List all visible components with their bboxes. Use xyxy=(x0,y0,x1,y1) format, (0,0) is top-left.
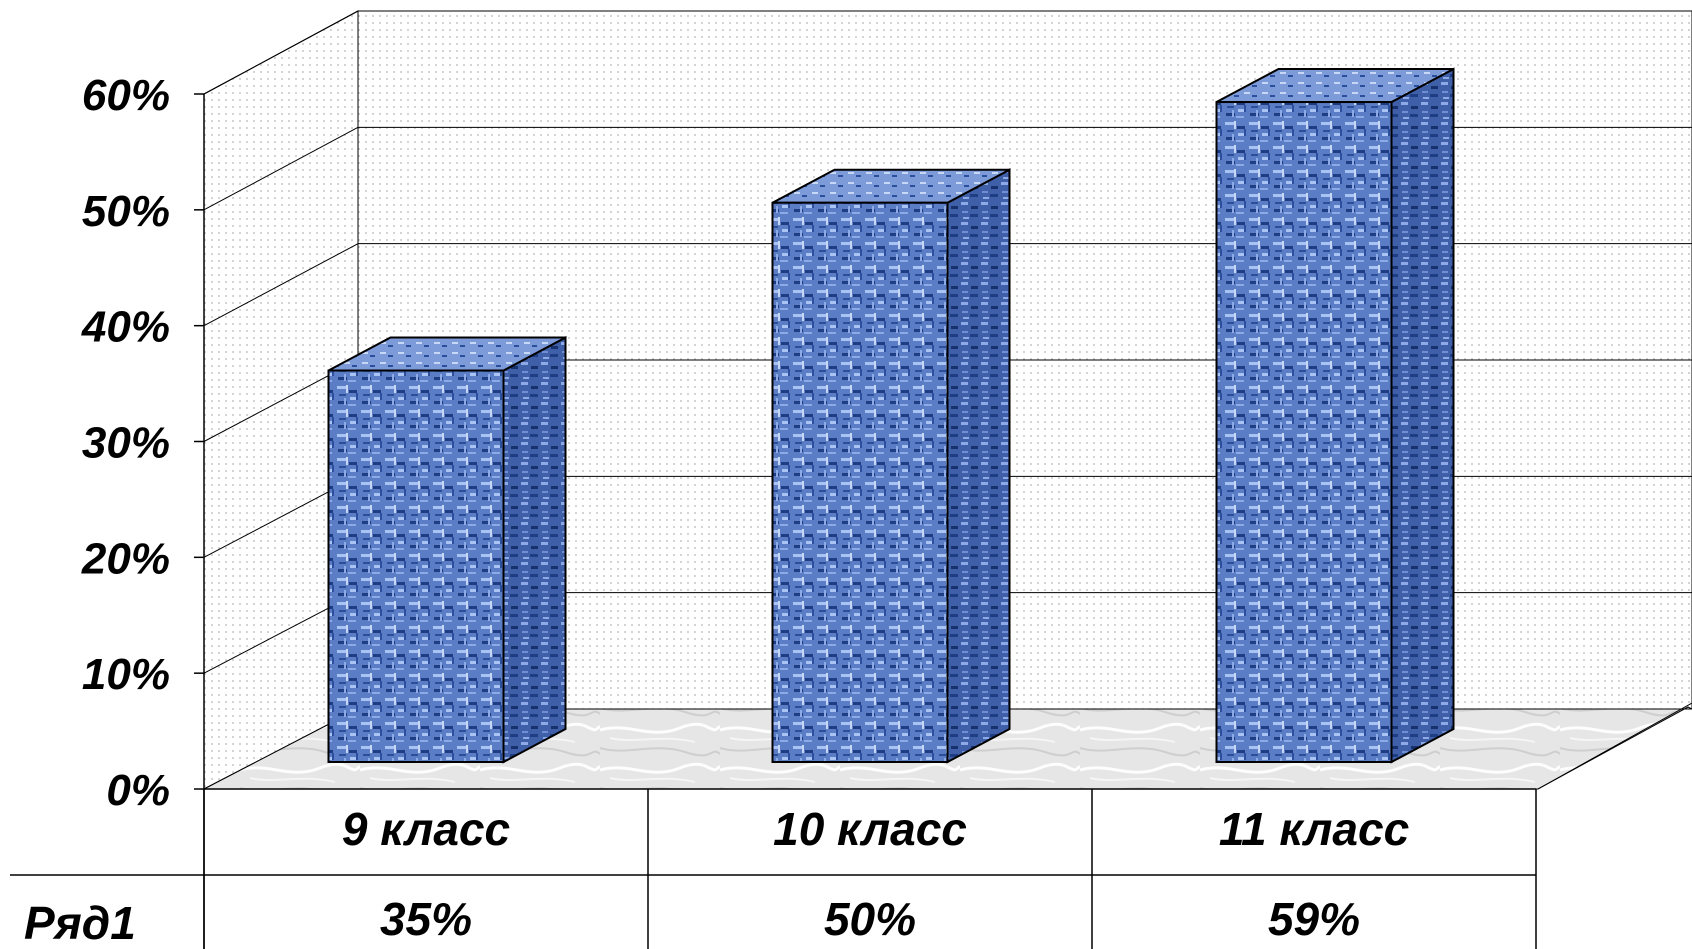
bar-side xyxy=(946,168,1011,764)
category-label: 9 класс xyxy=(342,803,510,855)
y-tick-label: 10% xyxy=(82,650,170,699)
gridline-side xyxy=(203,126,359,211)
y-tick-label: 30% xyxy=(82,419,170,468)
bar-side xyxy=(1390,67,1455,764)
y-tick-label: 50% xyxy=(82,187,170,236)
gridlines xyxy=(203,10,1692,674)
bar-1 xyxy=(327,335,567,764)
gridline-side xyxy=(203,243,359,327)
gridline-side xyxy=(203,10,359,95)
value-label: 35% xyxy=(380,893,472,945)
data-table: 9 класс 35% 10 класс 50% 11 класс 59% Ряд1 xyxy=(10,788,1537,949)
bar-2 xyxy=(771,168,1011,764)
bar-side xyxy=(502,335,567,764)
y-tick-label: 60% xyxy=(82,71,170,120)
y-tick-label: 40% xyxy=(81,303,170,352)
category-label: 11 класс xyxy=(1219,803,1409,855)
y-tick-label: 20% xyxy=(81,534,170,583)
y-axis-ticks: 0% 10% 20% 30% 40% 50% 60% xyxy=(81,71,205,815)
bar-3 xyxy=(1215,67,1455,764)
bar-front xyxy=(327,369,505,763)
value-label: 59% xyxy=(1268,893,1360,945)
category-label: 10 класс xyxy=(773,803,967,855)
floor-edge xyxy=(1537,702,1692,790)
series-name-label: Ряд1 xyxy=(24,897,136,949)
value-label: 50% xyxy=(824,893,916,945)
bar-front xyxy=(771,201,949,764)
y-tick-label: 0% xyxy=(106,766,170,815)
bars xyxy=(327,67,1455,764)
bar-front xyxy=(1215,101,1393,763)
